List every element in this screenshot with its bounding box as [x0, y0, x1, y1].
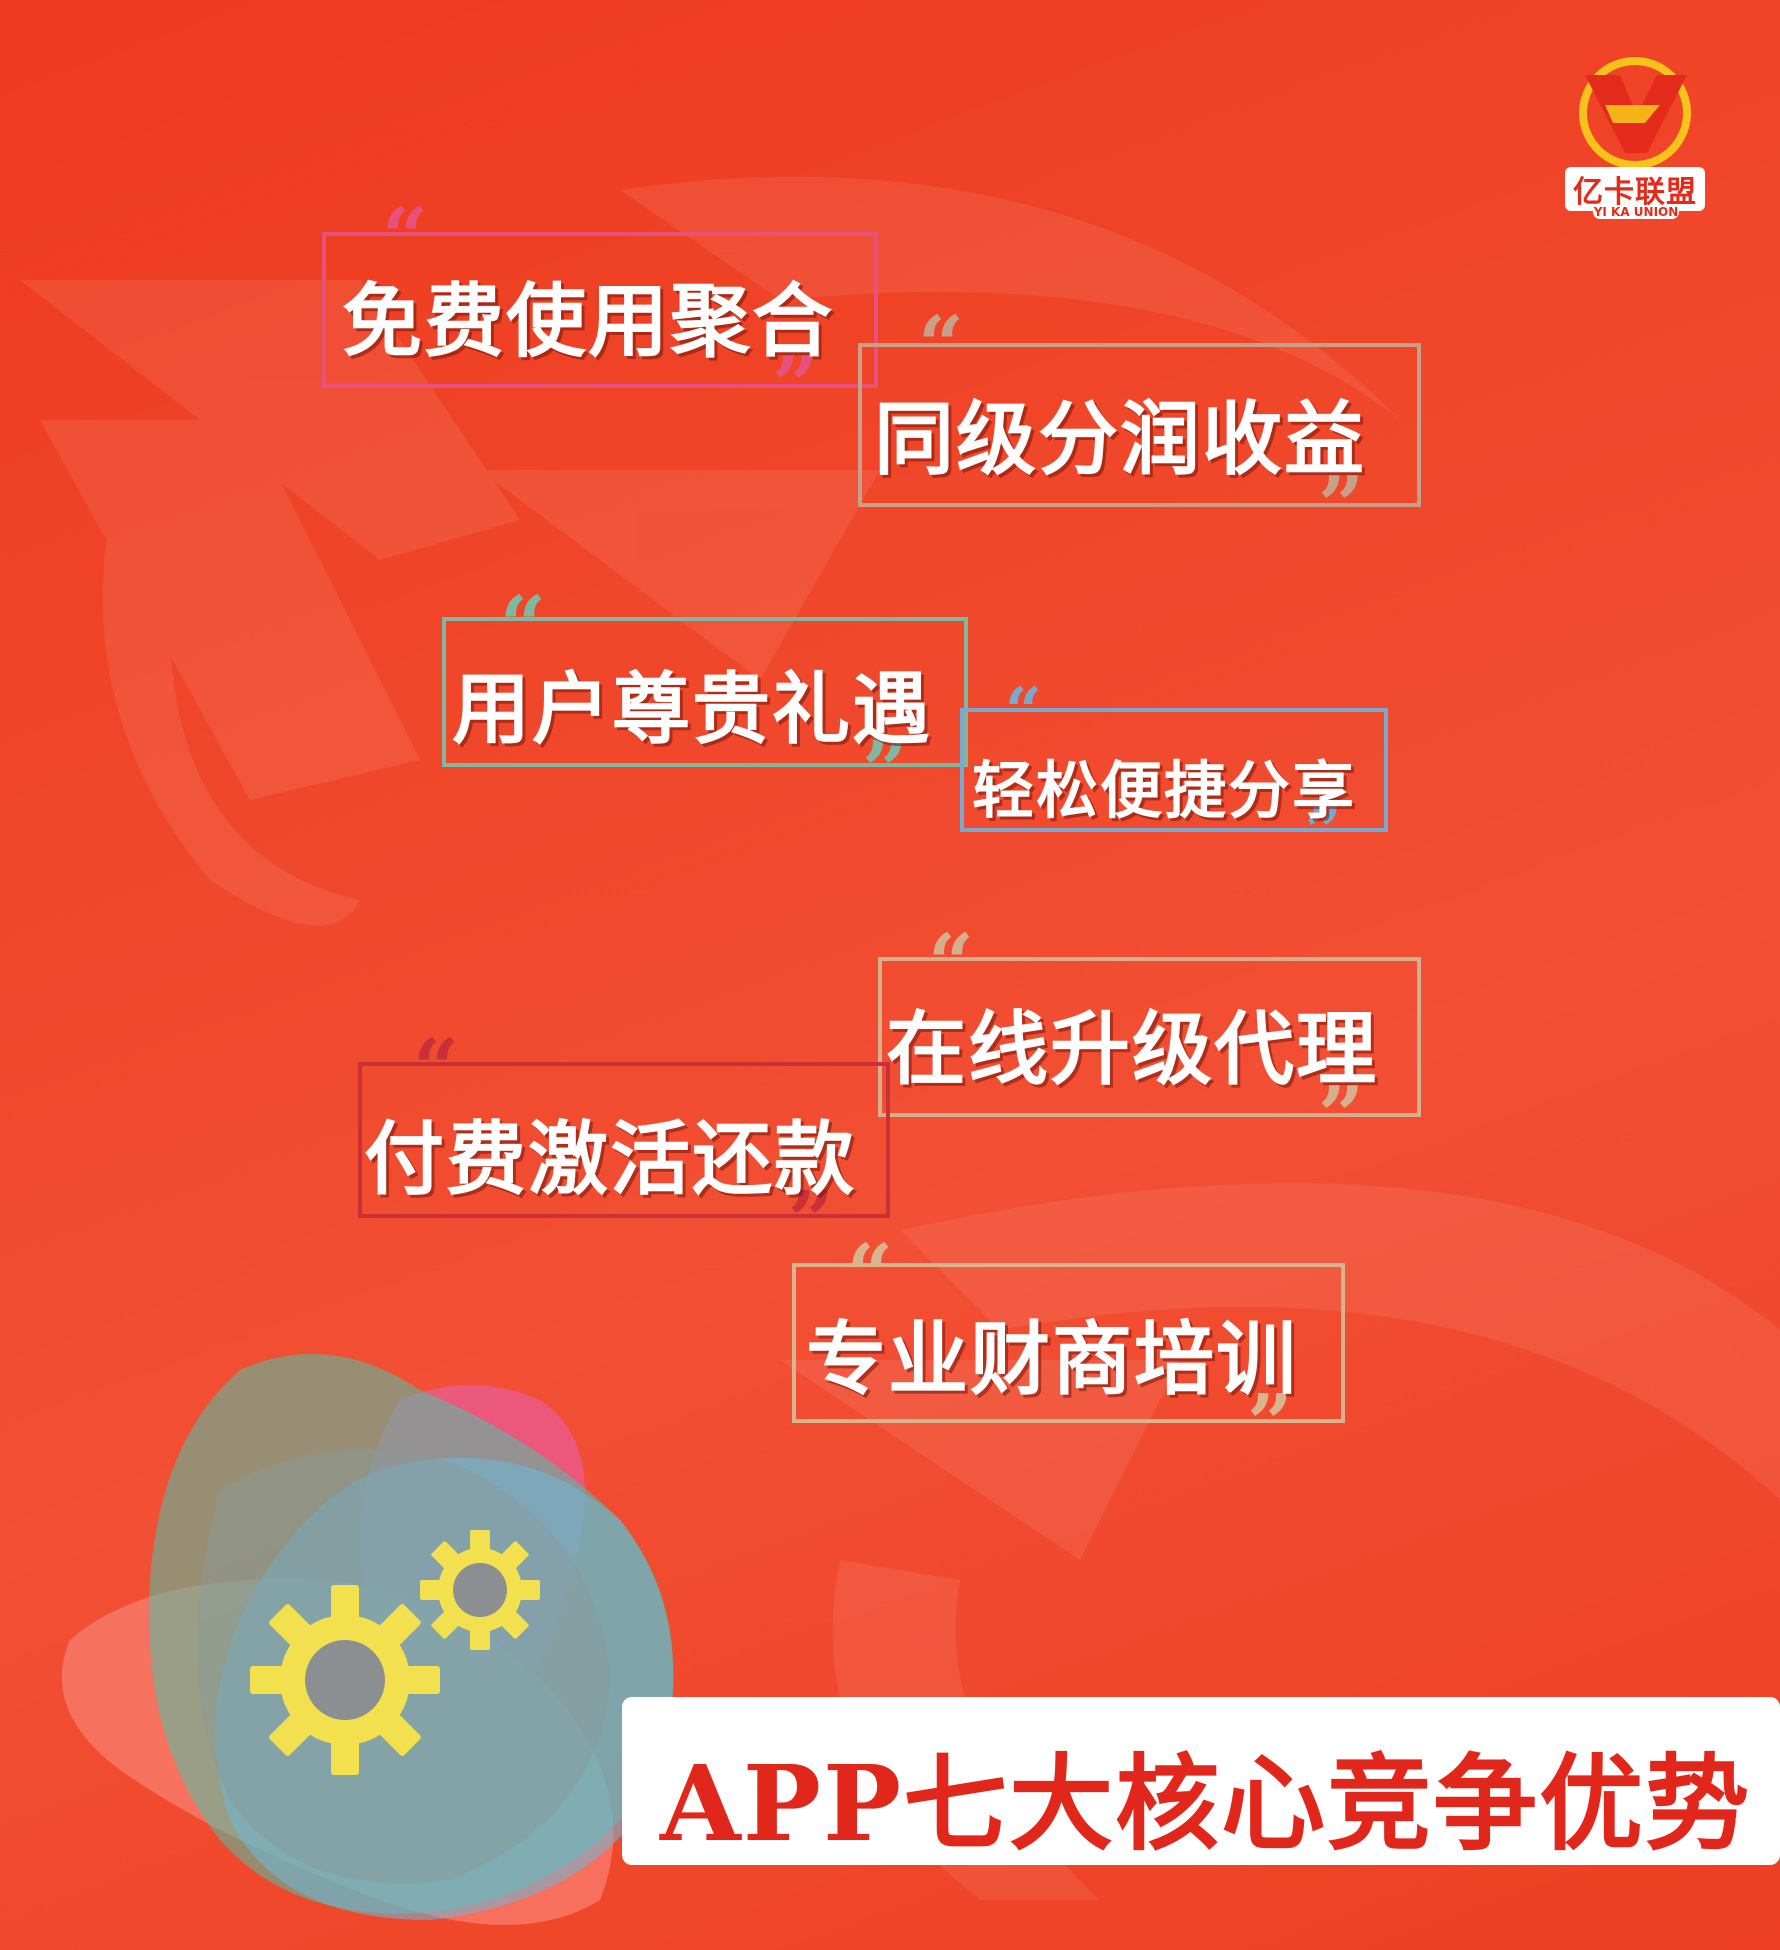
open-quote-mark: “ — [928, 916, 975, 1010]
feature-frame — [878, 957, 1421, 1117]
feature-label: 在线升级代理 — [886, 1002, 1378, 1096]
blue-blob — [215, 1457, 674, 1920]
close-quote-mark: ” — [862, 723, 909, 817]
close-quote-mark: ” — [1318, 1068, 1365, 1162]
feature-box-6: “ ” 付费激活还款 — [358, 1028, 893, 1260]
open-quote-mark: “ — [1005, 674, 1042, 749]
feature-frame — [858, 343, 1421, 507]
close-quote-mark: ” — [1318, 458, 1365, 552]
feature-frame — [322, 232, 878, 388]
close-quote-mark: ” — [1247, 1376, 1294, 1470]
feature-frame — [960, 708, 1388, 832]
banner-title: APP七大核心竞争优势 — [660, 1742, 1752, 1865]
feature-frame — [792, 1263, 1345, 1423]
logo-name-en: YI KA UNION — [1593, 205, 1679, 219]
close-quote-mark: ” — [1305, 794, 1342, 869]
close-quote-mark: ” — [788, 1173, 835, 1267]
feature-frame — [442, 617, 968, 767]
close-quote-mark: ” — [772, 338, 819, 432]
open-quote-mark: “ — [500, 578, 547, 672]
brand-logo: 亿卡联盟 YI KA UNION — [1565, 55, 1705, 225]
feature-box-1: “ ” 免费使用聚合 — [322, 197, 882, 425]
feature-box-3: “ ” 用户尊贵礼遇 — [442, 585, 972, 810]
feature-label: 专业财商培训 — [806, 1312, 1298, 1406]
open-quote-mark: “ — [413, 1021, 460, 1115]
gears-icon — [250, 1530, 540, 1775]
open-quote-mark: “ — [847, 1226, 894, 1320]
open-quote-mark: “ — [918, 298, 965, 392]
feature-box-2: “ ” 同级分润收益 — [858, 305, 1423, 545]
feature-label: 同级分润收益 — [874, 392, 1366, 486]
open-quote-mark: “ — [382, 190, 429, 284]
feature-box-4: “ ” 轻松便捷分享 — [960, 680, 1390, 864]
feature-label: 用户尊贵礼遇 — [452, 664, 933, 755]
feature-label: 付费激活还款 — [364, 1112, 856, 1206]
logo-name-cn: 亿卡联盟 — [1565, 167, 1705, 211]
feature-label: 轻松便捷分享 — [972, 754, 1357, 827]
logo-mark — [1579, 57, 1691, 169]
feature-box-7: “ ” 专业财商培训 — [792, 1233, 1347, 1463]
title-banner: APP七大核心竞争优势 — [622, 1697, 1780, 1865]
feature-frame — [358, 1062, 890, 1218]
feature-label: 免费使用聚合 — [342, 274, 834, 368]
feature-box-5: “ ” 在线升级代理 — [878, 923, 1423, 1155]
